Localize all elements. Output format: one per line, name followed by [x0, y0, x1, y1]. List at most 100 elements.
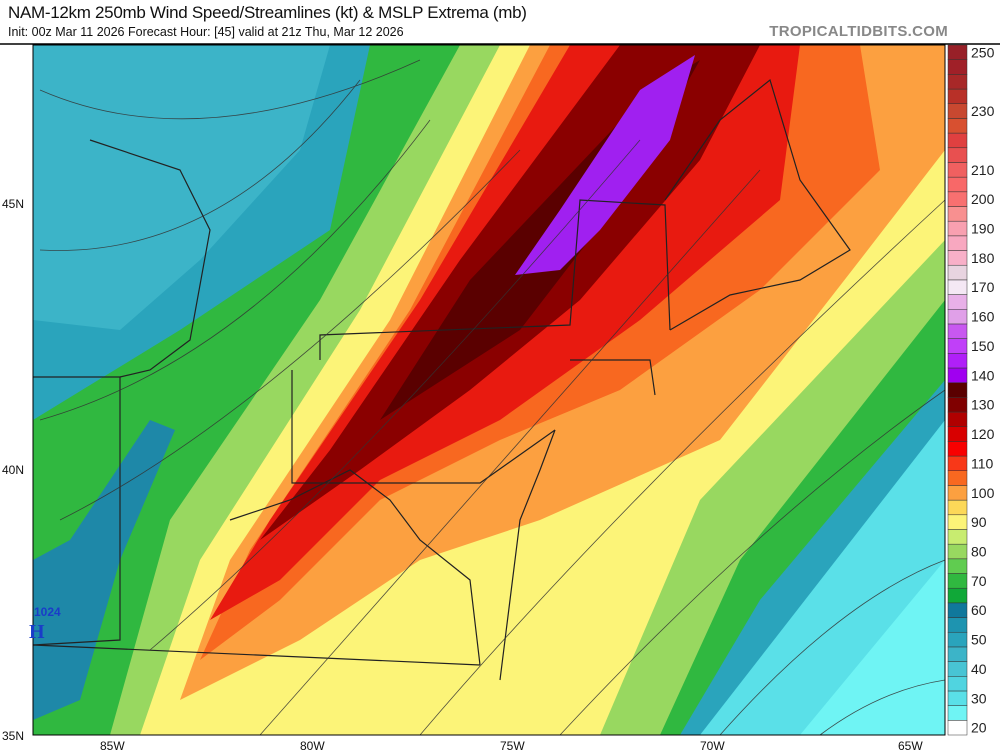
- colorbar-label: 250: [971, 44, 995, 60]
- lon-label-70w: 70W: [700, 739, 725, 753]
- colorbar-swatch-250: [947, 44, 968, 60]
- colorbar-swatch-65: [947, 587, 968, 604]
- colorbar-swatch-180: [947, 250, 968, 266]
- colorbar-label: 180: [971, 250, 995, 266]
- streamline: [259, 169, 761, 736]
- pressure-extrema-value: 1024: [34, 605, 61, 619]
- colorbar-swatch-120: [947, 426, 968, 442]
- state-border: [32, 644, 481, 666]
- colorbar-swatch-25: [947, 705, 968, 721]
- colorbar-swatch-185: [947, 235, 968, 251]
- wind-band-25kt: [800, 560, 945, 735]
- lon-label-65w: 65W: [898, 739, 923, 753]
- map-frame: [32, 44, 946, 736]
- high-pressure-marker: H: [29, 621, 45, 643]
- colorbar-swatch-175: [947, 264, 968, 281]
- colorbar-swatch-195: [947, 206, 968, 222]
- colorbar-label: 160: [971, 309, 995, 325]
- colorbar-label: 230: [971, 103, 995, 119]
- colorbar-swatch-30: [947, 690, 968, 706]
- lat-label-40n: 40N: [2, 463, 24, 477]
- lon-label-85w: 85W: [100, 739, 125, 753]
- streamline: [39, 59, 421, 120]
- colorbar-swatch-170: [947, 279, 968, 295]
- colorbar-label: 100: [971, 485, 995, 501]
- colorbar-swatch-35: [947, 676, 968, 692]
- colorbar-label: 210: [971, 162, 995, 178]
- colorbar-swatch-215: [947, 147, 968, 163]
- colorbar-swatch-55: [947, 617, 968, 633]
- colorbar-swatch-45: [947, 646, 968, 662]
- colorbar-label: 20: [971, 720, 987, 736]
- great-lakes-coast: [89, 139, 211, 378]
- lat-label-45n: 45N: [2, 197, 24, 211]
- coastline: [664, 78, 851, 331]
- colorbar-swatch-160: [947, 309, 968, 325]
- colorbar-swatch-110: [947, 455, 968, 471]
- colorbar-label: 150: [971, 338, 995, 354]
- colorbar-swatch-190: [947, 220, 968, 237]
- chart-title: NAM-12km 250mb Wind Speed/Streamlines (k…: [8, 3, 527, 22]
- streamlines: [39, 59, 946, 736]
- streamline: [719, 559, 946, 736]
- map-area: [33, 45, 945, 735]
- colorbar-label: 70: [971, 573, 987, 589]
- state-border: [319, 199, 671, 360]
- colorbar-swatch-135: [947, 382, 968, 398]
- colorbar-swatch-125: [947, 411, 968, 427]
- lon-label-75w: 75W: [500, 739, 525, 753]
- colorbar-label: 30: [971, 690, 987, 706]
- colorbar-label: 90: [971, 514, 987, 530]
- colorbar-swatch-75: [947, 558, 968, 574]
- colorbar: 20 30 40 50 60 70 80 90 100 110 120 130 140 150 160 170…: [947, 44, 995, 736]
- colorbar-label: 170: [971, 279, 995, 295]
- colorbar-label: 130: [971, 397, 995, 413]
- streamline: [59, 149, 521, 521]
- colorbar-label: 200: [971, 191, 995, 207]
- colorbar-label: 120: [971, 426, 995, 442]
- colorbar-label: 140: [971, 367, 995, 383]
- chart-subtitle: Init: 00z Mar 11 2026 Forecast Hour: [45…: [8, 25, 404, 39]
- streamline: [819, 679, 946, 736]
- wind-band-40kt: [33, 45, 330, 330]
- colorbar-swatch-130: [947, 397, 968, 413]
- colorbar-label: 60: [971, 602, 987, 618]
- colorbar-label: 190: [971, 221, 995, 237]
- colorbar-swatch-200: [947, 191, 968, 207]
- colorbar-swatch-70: [947, 573, 968, 589]
- colorbar-swatch-60: [947, 602, 968, 618]
- state-border: [570, 359, 656, 396]
- colorbar-swatch-245: [947, 59, 968, 75]
- colorbar-swatch-225: [947, 118, 968, 134]
- colorbar-swatch-100: [947, 485, 968, 501]
- colorbar-swatch-145: [947, 353, 968, 369]
- colorbar-swatch-230: [947, 103, 968, 119]
- colorbar-swatch-95: [947, 499, 968, 516]
- state-boundaries: [32, 78, 851, 681]
- colorbar-swatch-155: [947, 323, 968, 339]
- state-border: [291, 370, 556, 484]
- colorbar-swatch-105: [947, 470, 968, 486]
- colorbar-swatch-85: [947, 529, 968, 545]
- state-border: [229, 469, 481, 666]
- colorbar-swatch-150: [947, 338, 968, 354]
- colorbar-label: 80: [971, 543, 987, 559]
- colorbar-swatch-140: [947, 367, 968, 383]
- streamline: [39, 119, 431, 421]
- lat-label-35n: 35N: [2, 729, 24, 743]
- streamline: [149, 139, 641, 651]
- colorbar-swatch-40: [947, 661, 968, 677]
- colorbar-swatch-90: [947, 514, 968, 530]
- brand-watermark: TROPICALTIDBITS.COM: [769, 23, 948, 40]
- coastline: [499, 429, 556, 681]
- colorbar-swatch-165: [947, 294, 968, 310]
- colorbar-label: 40: [971, 661, 987, 677]
- state-border: [32, 376, 121, 646]
- colorbar-swatch-115: [947, 441, 968, 457]
- colorbar-swatch-240: [947, 74, 968, 90]
- colorbar-swatch-220: [947, 132, 968, 149]
- streamline: [559, 389, 946, 736]
- colorbar-swatch-210: [947, 162, 968, 178]
- streamline: [419, 199, 946, 736]
